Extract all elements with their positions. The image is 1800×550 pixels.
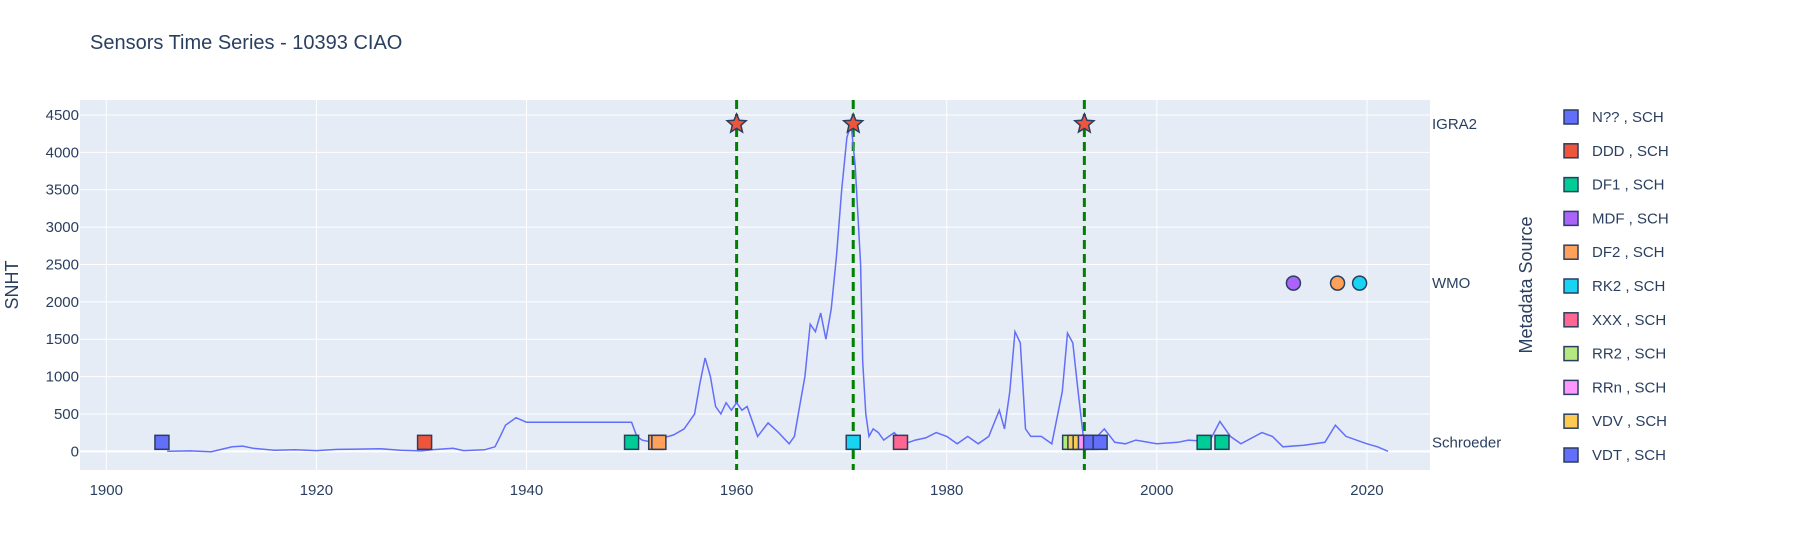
metadata-marker-star (725, 111, 748, 134)
legend-item[interactable]: DF1 , SCH (1563, 176, 1665, 194)
metadata-marker-square (651, 434, 667, 451)
snht-series-line (167, 123, 1389, 453)
legend-item[interactable]: DDD , SCH (1563, 143, 1669, 160)
legend-swatch (1563, 379, 1579, 396)
y-tick-label: 4000 (46, 144, 79, 161)
legend-swatch (1563, 312, 1579, 328)
legend-swatch (1563, 244, 1579, 260)
metadata-marker-square (154, 434, 170, 451)
metadata-marker-square (1196, 434, 1212, 451)
legend-item[interactable]: RRn , SCH (1563, 379, 1666, 396)
metadata-marker-circle (1329, 275, 1346, 291)
legend-item[interactable]: DF2 , SCH (1563, 244, 1665, 261)
legend-swatch (1563, 210, 1579, 227)
metadata-marker-square (845, 434, 861, 451)
legend-item[interactable]: VDT , SCH (1563, 447, 1666, 464)
metadata-marker-star (1072, 111, 1096, 134)
metadata-marker-square (416, 434, 433, 451)
y-tick-label: 3000 (46, 219, 79, 236)
legend-item[interactable]: N?? , SCH (1563, 109, 1664, 126)
legend-label: N?? , SCH (1592, 109, 1664, 126)
metadata-marker-star (841, 111, 865, 134)
metadata-marker-circle (1285, 275, 1302, 291)
y-tick-label: 500 (54, 406, 79, 423)
x-tick-label: 1980 (930, 482, 963, 499)
x-tick-label: 1920 (300, 482, 333, 499)
legend-swatch (1563, 278, 1579, 294)
legend-label: VDV , SCH (1592, 413, 1667, 430)
legend-title: Metadata Source (1516, 216, 1536, 353)
grid-lines (80, 100, 1430, 470)
band-label: Schroeder (1432, 434, 1501, 451)
y-tick-label: 1000 (46, 369, 79, 386)
x-tick-label: 1940 (510, 482, 543, 499)
legend-item[interactable]: VDV , SCH (1563, 413, 1667, 430)
chart-title: Sensors Time Series - 10393 CIAO (90, 32, 402, 54)
band-label: IGRA2 (1432, 116, 1477, 133)
y-axis-label: SNHT (2, 260, 22, 309)
legend-label: DF2 , SCH (1592, 244, 1665, 261)
legend-item[interactable]: MDF , SCH (1563, 210, 1669, 227)
y-tick-label: 2000 (46, 294, 79, 311)
plot-area (80, 100, 1430, 470)
legend-swatch (1563, 447, 1579, 463)
legend-swatch (1563, 345, 1579, 362)
x-tick-label: 1960 (720, 482, 753, 499)
source-band-labels: IGRA2 WMO Schroeder (1432, 116, 1501, 451)
legend-label: RK2 , SCH (1592, 278, 1665, 295)
y-tick-label: 4500 (46, 107, 79, 124)
series-layer (167, 123, 1389, 453)
legend-swatch (1563, 413, 1579, 429)
band-label: WMO (1432, 275, 1470, 292)
y-tick-label: 2500 (46, 256, 79, 273)
legend-label: VDT , SCH (1592, 447, 1666, 464)
legend-item[interactable]: RR2 , SCH (1563, 345, 1666, 363)
change-point-lines (735, 100, 1086, 470)
y-tick-label: 0 (71, 443, 79, 460)
legend-label: XXX , SCH (1592, 312, 1666, 329)
metadata-marker-square (892, 434, 909, 451)
legend-swatch (1563, 143, 1579, 159)
x-tick-labels: 1900 1920 1940 1960 1980 2000 2020 (90, 482, 1384, 499)
legend-label: MDF , SCH (1592, 210, 1669, 227)
metadata-marker-square (623, 434, 640, 451)
x-tick-label: 2000 (1140, 482, 1173, 499)
legend-label: DDD , SCH (1592, 143, 1669, 160)
y-tick-labels: 0 500 1000 1500 2000 2500 3000 3500 4000 4500 (46, 107, 79, 460)
metadata-marker-square (1214, 434, 1230, 451)
legend-label: RR2 , SCH (1592, 346, 1666, 363)
metadata-markers (154, 111, 1368, 451)
legend-item[interactable]: RK2 , SCH (1563, 278, 1665, 295)
legend-label: DF1 , SCH (1592, 177, 1665, 194)
legend-swatch (1563, 109, 1579, 125)
metadata-marker-square (1092, 434, 1108, 451)
legend-item[interactable]: XXX , SCH (1563, 312, 1666, 329)
metadata-marker-circle (1351, 275, 1368, 291)
legend[interactable]: N?? , SCH DDD , SCH DF1 , SCH MDF , SCH DF2 … (1563, 109, 1669, 464)
legend-label: RRn , SCH (1592, 379, 1666, 396)
y-tick-label: 3500 (46, 182, 79, 199)
x-tick-label: 1900 (90, 482, 123, 499)
x-tick-label: 2020 (1350, 482, 1383, 499)
y-tick-label: 1500 (46, 331, 79, 348)
legend-swatch (1563, 176, 1579, 193)
